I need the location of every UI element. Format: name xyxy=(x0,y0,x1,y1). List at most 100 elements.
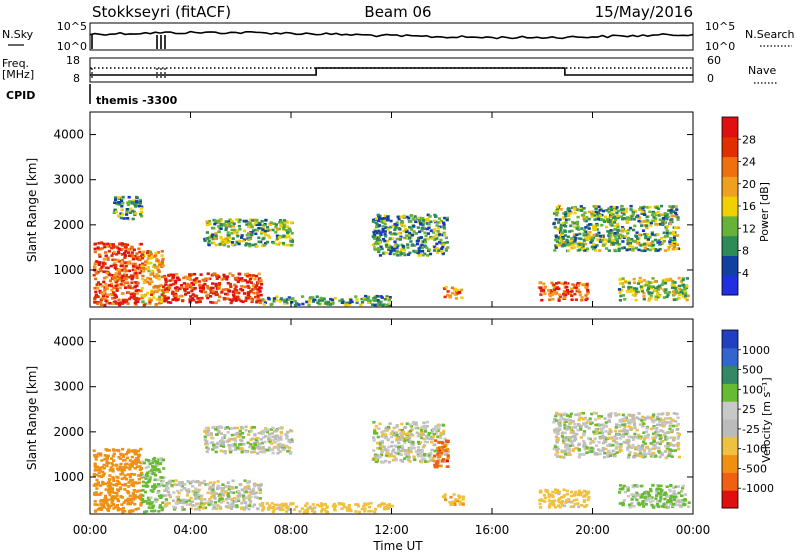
cell-powerData-9 xyxy=(660,283,664,286)
cell-velData-9 xyxy=(627,445,631,448)
cell-velData-9 xyxy=(560,449,564,453)
cell-velData-0 xyxy=(115,475,119,479)
cell-powerData-2 xyxy=(234,277,238,280)
cell-powerData-2 xyxy=(222,297,227,301)
cell-velData-1 xyxy=(147,479,151,483)
cell-powerData-7 xyxy=(551,292,555,295)
cell-powerData-1 xyxy=(157,288,161,292)
cell-velData-0 xyxy=(123,509,127,513)
cell-velData-9 xyxy=(613,429,618,433)
cell-powerData-2 xyxy=(201,287,205,291)
cell-powerData-8 xyxy=(625,207,629,211)
date-title: 15/May/2016 xyxy=(595,3,693,21)
cell-powerData-8 xyxy=(668,240,672,243)
cell-velData-9 xyxy=(564,443,568,447)
cell-powerData-2 xyxy=(225,297,230,300)
cell-powerData-8 xyxy=(598,249,602,252)
cell-velData-0 xyxy=(100,466,105,469)
cell-velData-8 xyxy=(573,502,577,506)
cell-velData-9 xyxy=(607,419,611,422)
cell-velData-5 xyxy=(426,460,430,463)
cell-powerData-3 xyxy=(290,301,294,304)
cell-powerData-8 xyxy=(675,208,679,211)
cell-powerData-5 xyxy=(433,235,437,238)
cell-velData-0 xyxy=(130,483,134,487)
cell-velData-5 xyxy=(395,425,399,429)
cell-powerData-2 xyxy=(194,281,198,284)
cell-powerData-5 xyxy=(417,247,421,250)
cell-powerData-2 xyxy=(187,284,191,287)
cell-powerData-5 xyxy=(433,213,437,217)
cell-powerData-6 xyxy=(448,295,452,299)
cell-powerData-7 xyxy=(564,293,568,296)
cell-velData-2 xyxy=(216,504,220,507)
cell-velData-5 xyxy=(409,446,413,449)
cell-powerData-0 xyxy=(112,250,116,254)
cell-velData-4 xyxy=(204,442,208,446)
cell-powerData-4 xyxy=(281,222,285,225)
cell-powerData-2 xyxy=(198,283,202,287)
cell-powerData-8 xyxy=(640,224,644,227)
cell-powerData-2 xyxy=(211,290,215,293)
cell-powerData-8 xyxy=(610,243,614,246)
cell-powerData-0 xyxy=(103,276,107,280)
cell-velData-9 xyxy=(582,432,586,435)
cell-velData-5 xyxy=(390,440,394,444)
cell-velData-0 xyxy=(134,462,138,466)
cell-velData-1 xyxy=(153,478,157,482)
cell-velData-9 xyxy=(579,412,583,415)
cell-powerData-4 xyxy=(282,224,286,227)
cell-velData-9 xyxy=(675,412,679,416)
cell-velData-4 xyxy=(271,435,275,439)
cell-powerData-2 xyxy=(171,276,175,279)
cell-powerData-5 xyxy=(383,222,387,226)
cell-velData-5 xyxy=(393,444,397,448)
cell-powerData-8 xyxy=(602,220,607,223)
cell-powerData-8 xyxy=(577,228,581,231)
cell-powerData-8 xyxy=(663,212,667,215)
cell-powerData-3 xyxy=(385,303,389,307)
cell-velData-10 xyxy=(677,498,681,502)
cell-velData-0 xyxy=(93,465,97,468)
cell-velData-0 xyxy=(134,458,138,462)
cell-velData-9 xyxy=(586,419,590,422)
cell-velData-3 xyxy=(320,508,325,511)
cell-powerData-8 xyxy=(655,222,659,226)
cell-velData-0 xyxy=(101,505,105,509)
cell-powerData-8 xyxy=(612,233,616,236)
cell-velData-0 xyxy=(124,482,128,486)
cell-velData-2 xyxy=(194,480,198,484)
cell-powerData-9 xyxy=(685,298,689,302)
cell-powerData-8 xyxy=(665,216,669,220)
cell-velData-9 xyxy=(644,430,649,433)
cell-velData-4 xyxy=(219,444,223,447)
cell-powerData-0 xyxy=(103,245,107,249)
cell-powerData-8 xyxy=(595,244,599,247)
cell-powerData-7 xyxy=(558,295,563,298)
cell-powerData-2 xyxy=(209,288,213,291)
cell-velData-2 xyxy=(247,507,251,511)
cell-velData-1 xyxy=(142,461,147,465)
cell-velData-9 xyxy=(643,442,647,445)
cell-powerData-8 xyxy=(616,225,620,229)
cell-velData-0 xyxy=(116,479,120,483)
cell-velData-10 xyxy=(668,502,673,506)
cell-powerData-8 xyxy=(669,237,673,240)
cell-powerData-4 xyxy=(227,222,231,225)
cell-velData-5 xyxy=(380,448,384,452)
cell-velData-6 xyxy=(438,455,442,458)
cell-velData-0 xyxy=(93,503,97,506)
cell-powerData-9 xyxy=(642,297,646,301)
cell-velData-2 xyxy=(163,494,167,497)
cell-velData-10 xyxy=(660,505,664,508)
cell-velData-10 xyxy=(683,493,688,496)
cell-powerData-0 xyxy=(107,284,111,287)
cell-powerData-0 xyxy=(118,268,122,271)
cell-powerData-8 xyxy=(654,213,658,217)
cell-powerData-5 xyxy=(377,239,382,242)
cell-velData-4 xyxy=(258,450,262,454)
cell-powerData-5 xyxy=(433,249,437,252)
cell-velData-9 xyxy=(577,418,581,422)
cell-velData-3 xyxy=(363,502,367,505)
cell-velData-9 xyxy=(637,412,641,415)
